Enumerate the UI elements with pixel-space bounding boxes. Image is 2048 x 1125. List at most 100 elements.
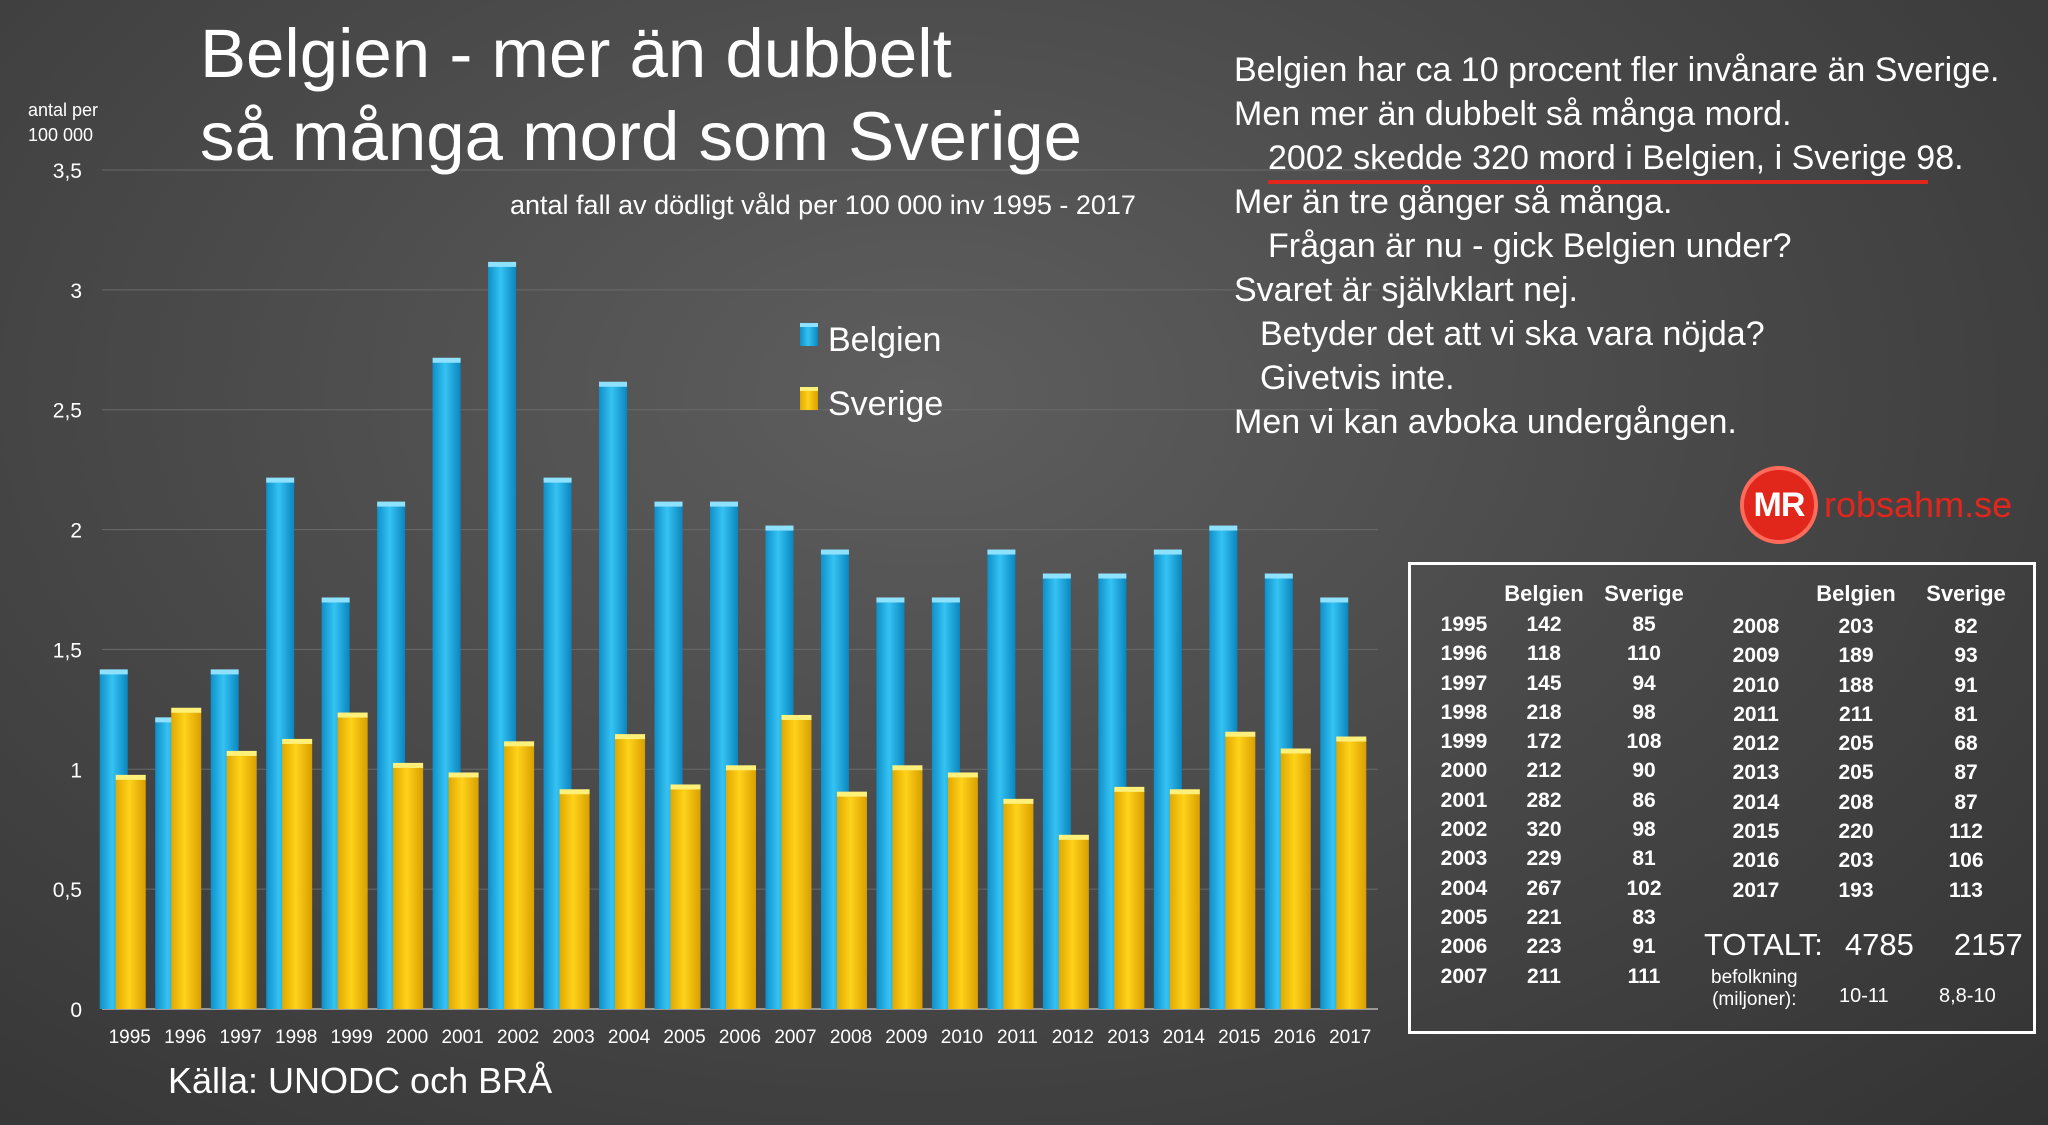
- bar-sverige: [726, 769, 756, 1009]
- table-cell-year: 1995: [1440, 612, 1488, 636]
- y-axis-title: antal per 100 000: [28, 100, 99, 145]
- x-tick-label: 2010: [941, 1027, 983, 1048]
- bar-sverige: [1280, 752, 1311, 1009]
- table-cell-belgien: 223: [1526, 935, 1562, 959]
- bar-sverige: [947, 776, 978, 1009]
- bar-sverige-top: [1169, 789, 1200, 795]
- bar-sverige-top: [226, 750, 257, 756]
- bar-sverige: [337, 716, 368, 1009]
- table-cell-belgien: 320: [1526, 818, 1562, 842]
- bar-sverige: [393, 766, 424, 1009]
- table-row: 2017 193 113: [1711, 876, 2021, 905]
- table-cell-belgien: 193: [1838, 878, 1874, 902]
- table-cell-sverige: 110: [1627, 642, 1661, 666]
- bar-belgien-top: [1153, 549, 1182, 555]
- table-cell-belgien: 218: [1526, 700, 1562, 724]
- table-cell-sverige: 81: [1954, 702, 1978, 726]
- table-cell-sverige: 93: [1954, 644, 1978, 668]
- bar-sverige: [504, 745, 535, 1009]
- table-cell-year: 2005: [1440, 905, 1488, 929]
- table-cell-sverige: 68: [1954, 732, 1978, 756]
- x-tick-label: 2005: [663, 1027, 705, 1048]
- x-tick-label: 1995: [109, 1027, 151, 1048]
- x-tick-label: 2009: [885, 1027, 927, 1048]
- table-row: 2013 205 87: [1711, 759, 2021, 788]
- commentary-line: 2002 skedde 320 mord i Belgien, i Sverig…: [1268, 139, 1964, 177]
- commentary-line: Frågan är nu - gick Belgien under?: [1268, 227, 1792, 265]
- table-row: 2004 267 102: [1429, 874, 1699, 903]
- table-cell-sverige: 106: [1948, 849, 1984, 873]
- commentary-line: Mer än tre gånger så många.: [1234, 183, 1673, 221]
- bar-sverige: [559, 793, 590, 1009]
- table-cell-year: 2009: [1732, 644, 1780, 668]
- bar-belgien-top: [155, 717, 184, 723]
- table-cell-belgien: 229: [1526, 847, 1562, 871]
- bar-sverige: [1114, 790, 1145, 1009]
- logo[interactable]: MR robsahm.se: [1740, 466, 2012, 544]
- source-note: Källa: UNODC och BRÅ: [168, 1060, 553, 1101]
- bar-sverige: [1003, 802, 1034, 1009]
- table-cell-belgien: 188: [1838, 673, 1874, 697]
- bar-sverige: [781, 718, 812, 1009]
- y-tick-label: 2,5: [53, 400, 82, 423]
- table-cell-belgien: 208: [1838, 790, 1874, 814]
- table-cell-year: 2012: [1732, 732, 1780, 756]
- bar-belgien-top: [654, 501, 683, 507]
- x-tick-label: 1999: [331, 1027, 373, 1048]
- table-row: 2016 203 106: [1711, 847, 2021, 876]
- x-tick-label: 2008: [830, 1027, 872, 1048]
- bar-sverige-top: [781, 714, 812, 720]
- legend-swatch: [800, 326, 818, 346]
- x-tick-label: 2002: [497, 1027, 539, 1048]
- table-cell-belgien: 142: [1526, 612, 1562, 636]
- table-cell-sverige: 98: [1632, 818, 1656, 842]
- logo-badge: MR: [1740, 466, 1818, 544]
- bar-belgien-top: [820, 549, 849, 555]
- commentary-line: Betyder det att vi ska vara nöjda?: [1260, 315, 1765, 353]
- bar-belgien-top: [321, 597, 350, 603]
- table-cell-belgien: 212: [1526, 759, 1562, 783]
- bar-sverige-top: [892, 765, 923, 771]
- population-label: befolkning (miljoner):: [1711, 967, 1798, 1010]
- table-header-sverige: Sverige: [1926, 580, 2006, 606]
- table-cell-belgien: 118: [1527, 642, 1561, 666]
- bar-sverige-top: [1225, 731, 1256, 737]
- table-row: 2001 282 86: [1429, 786, 1699, 815]
- bar-sverige-top: [836, 791, 867, 797]
- bar-belgien-top: [710, 501, 738, 507]
- x-tick-label: 2001: [441, 1027, 483, 1048]
- bar-sverige: [615, 738, 646, 1009]
- bar-belgien-top: [543, 477, 572, 483]
- table-cell-year: 2002: [1440, 818, 1488, 842]
- chart-subtitle: antal fall av dödligt våld per 100 000 i…: [510, 190, 1136, 220]
- table-cell-year: 2017: [1732, 878, 1780, 902]
- x-tick-label: 1996: [164, 1027, 206, 1048]
- table-row: 2015 220 112: [1711, 817, 2021, 846]
- bar-belgien-top: [1320, 597, 1349, 603]
- x-tick-label: 2011: [997, 1027, 1038, 1048]
- commentary-line: Givetvis inte.: [1260, 359, 1455, 397]
- table-row: 1996 118 110: [1429, 640, 1699, 669]
- logo-site-link[interactable]: robsahm.se: [1824, 484, 2013, 525]
- total-sverige: 2157: [1953, 927, 2023, 962]
- x-tick-label: 2013: [1107, 1027, 1149, 1048]
- table-cell-sverige: 90: [1632, 759, 1656, 783]
- table-cell-year: 2001: [1440, 788, 1488, 812]
- y-tick-label: 3: [70, 280, 82, 303]
- table-cell-sverige: 112: [1949, 820, 1983, 844]
- bar-belgien-top: [931, 597, 960, 603]
- table-row: 2012 205 68: [1711, 729, 2021, 758]
- table-row: 1999 172 108: [1429, 727, 1699, 756]
- bar-sverige: [1058, 838, 1089, 1009]
- bar-sverige-top: [282, 738, 313, 744]
- table-cell-year: 2011: [1733, 702, 1779, 726]
- y-tick-label: 0,5: [53, 879, 82, 902]
- bar-sverige: [171, 711, 202, 1009]
- table-cell-sverige: 87: [1954, 790, 1978, 814]
- bar-sverige-top: [1336, 736, 1367, 742]
- y-tick-label: 1,5: [53, 639, 82, 662]
- table-cell-year: 2003: [1440, 847, 1488, 871]
- x-tick-label: 2003: [552, 1027, 594, 1048]
- table-cell-year: 2004: [1440, 876, 1488, 900]
- population-belgien: 10-11: [1839, 985, 1889, 1007]
